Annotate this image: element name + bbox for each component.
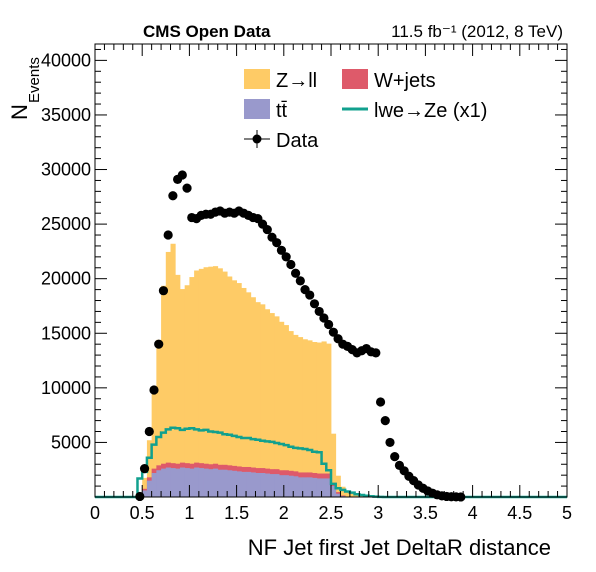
data-point-29 [272, 238, 281, 247]
bar-0-17 [218, 470, 223, 497]
bar-2-22 [241, 288, 246, 497]
x-tick-label: 3.5 [413, 503, 438, 523]
bar-0-27 [265, 474, 270, 497]
data-point-34 [296, 276, 305, 285]
legend-label-data: Data [276, 130, 319, 152]
bar-0-31 [284, 475, 289, 497]
bar-2-23 [246, 292, 251, 497]
bar-0-29 [274, 474, 279, 497]
bar-0-9 [180, 468, 185, 497]
bar-2-15 [208, 267, 213, 497]
bar-2-14 [204, 267, 209, 497]
y-axis-label: N [7, 104, 32, 120]
legend-label-signal: lwe→Ze (x1) [374, 100, 487, 122]
chart-title: CMS Open Data [143, 22, 271, 41]
bar-0-15 [208, 469, 213, 497]
data-point-54 [390, 452, 399, 461]
y-tick-label: 30000 [41, 160, 91, 180]
y-tick-label: 40000 [41, 50, 91, 70]
data-point-7 [168, 191, 177, 200]
x-tick-label: 5 [562, 503, 572, 523]
y-tick-label: 20000 [41, 269, 91, 289]
y-axis-label-main: N [7, 104, 32, 120]
bar-2-18 [222, 272, 227, 497]
data-point-37 [310, 299, 319, 308]
bar-0-3 [152, 473, 157, 497]
x-tick-label: 2.5 [318, 503, 343, 523]
bar-2-16 [213, 266, 218, 497]
data-point-2 [145, 427, 154, 436]
data-point-0 [135, 492, 144, 501]
bar-0-23 [246, 472, 251, 497]
legend-label-ttbar: tt̄ [276, 100, 288, 122]
bar-2-8 [175, 275, 180, 497]
data-point-3 [149, 385, 158, 394]
x-tick-label: 3 [373, 503, 383, 523]
bar-2-13 [199, 269, 204, 497]
data-point-52 [381, 416, 390, 425]
bar-0-5 [161, 469, 166, 497]
x-axis-label: NF Jet first Jet DeltaR distance [248, 535, 551, 560]
bar-2-25 [255, 302, 260, 497]
y-tick-label: 15000 [41, 323, 91, 343]
legend-swatch-wjets [342, 69, 368, 89]
bar-0-33 [293, 476, 298, 497]
bar-2-19 [227, 277, 232, 498]
data-point-9 [178, 170, 187, 179]
x-tick-label: 1 [184, 503, 194, 523]
legend-data-marker [253, 135, 262, 144]
data-point-1 [140, 464, 149, 473]
data-point-6 [164, 230, 173, 239]
legend-swatch-zll [244, 69, 270, 89]
bar-0-21 [237, 471, 242, 497]
bar-0-25 [255, 473, 260, 497]
bar-0-35 [303, 477, 308, 497]
bar-2-20 [232, 280, 237, 497]
y-tick-label: 35000 [41, 105, 91, 125]
legend-swatch-ttbar [244, 99, 270, 119]
data-point-53 [385, 438, 394, 447]
legend: Z→ll W+jets tt̄ lwe→Ze (x1) Data [244, 69, 487, 152]
x-tick-label: 0 [90, 503, 100, 523]
bar-0-13 [199, 468, 204, 497]
bar-0-19 [227, 470, 232, 497]
stacked-histogram [142, 244, 378, 497]
data-point-27 [263, 225, 272, 234]
data-point-51 [376, 397, 385, 406]
bar-0-37 [312, 478, 317, 497]
x-tick-label: 0.5 [130, 503, 155, 523]
x-tick-label: 4.5 [507, 503, 532, 523]
legend-label-wjets: W+jets [374, 70, 436, 92]
y-tick-label: 10000 [41, 378, 91, 398]
data-point-40 [324, 320, 333, 329]
x-tick-label: 4 [468, 503, 478, 523]
bar-0-7 [171, 468, 176, 497]
data-point-31 [282, 252, 291, 261]
bar-0-11 [189, 469, 194, 497]
y-tick-label: 5000 [51, 432, 91, 452]
data-point-4 [154, 340, 163, 349]
bar-2-7 [171, 244, 176, 497]
bar-2-21 [237, 283, 242, 497]
data-point-36 [305, 290, 314, 299]
x-tick-label: 1.5 [224, 503, 249, 523]
data-point-5 [159, 286, 168, 295]
data-point-50 [371, 348, 380, 357]
bar-2-24 [251, 297, 256, 497]
bar-0-39 [322, 478, 327, 497]
lumi-label: 11.5 fb⁻¹ (2012, 8 TeV) [391, 22, 563, 41]
y-tick-label: 25000 [41, 214, 91, 234]
y-axis-label-group: N Events [7, 57, 43, 120]
x-tick-label: 2 [279, 503, 289, 523]
bar-2-17 [218, 268, 223, 497]
data-point-32 [286, 260, 295, 269]
data-point-33 [291, 269, 300, 278]
data-point-10 [182, 183, 191, 192]
y-axis-label-sub: Events [26, 57, 43, 103]
legend-label-zll: Z→ll [276, 70, 317, 92]
